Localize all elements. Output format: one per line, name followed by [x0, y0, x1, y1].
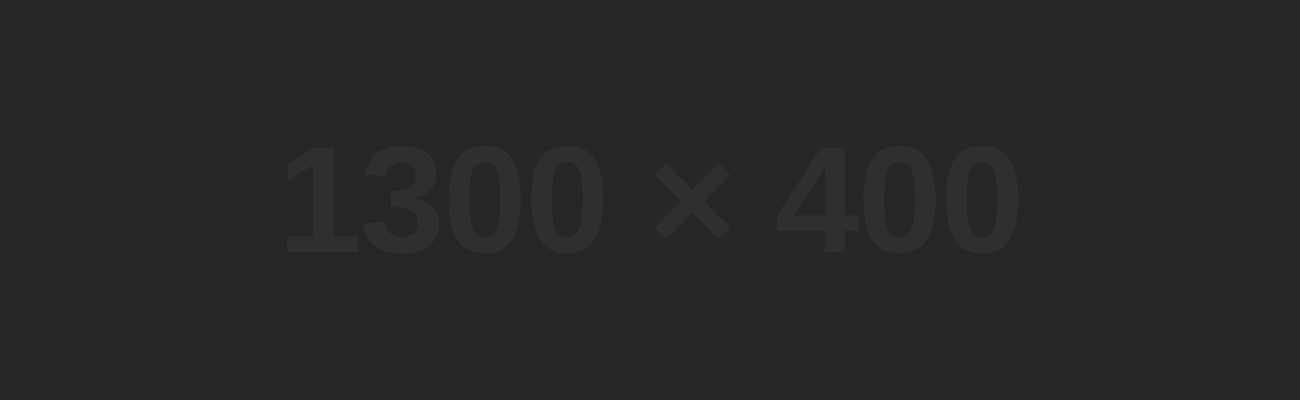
placeholder-canvas: 1300 × 400 — [0, 0, 1300, 400]
placeholder-dimensions-label: 1300 × 400 — [277, 115, 1025, 285]
